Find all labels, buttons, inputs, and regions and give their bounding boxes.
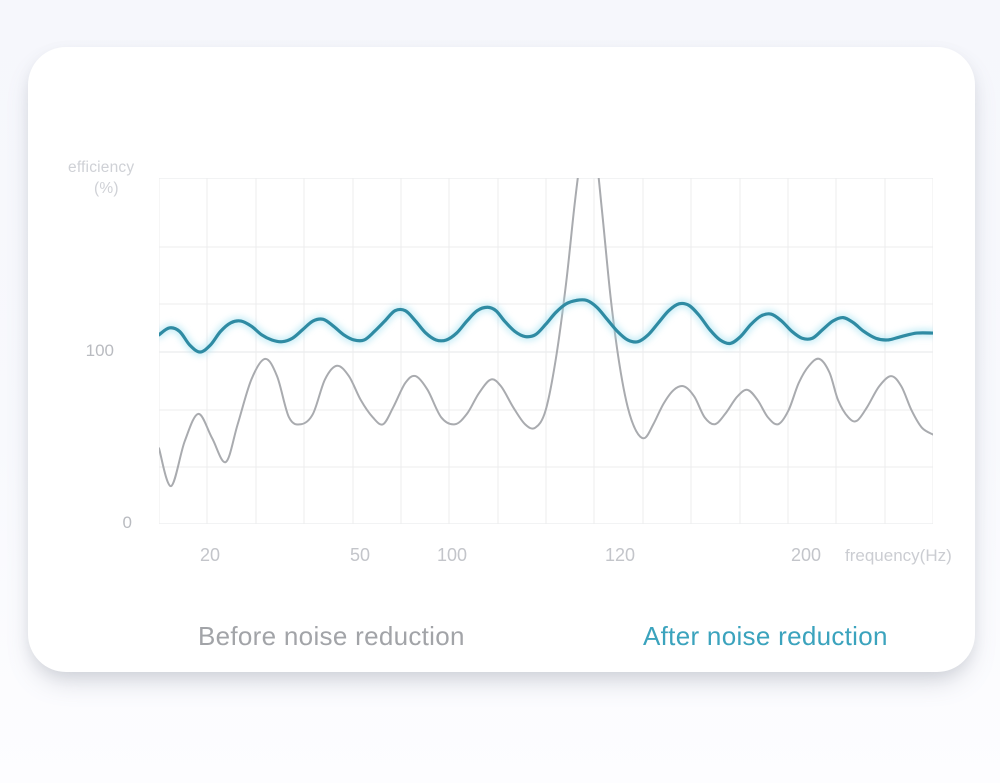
x-tick-label-120: 120 — [604, 545, 636, 565]
x-tick-label-50: 50 — [349, 545, 371, 565]
series-lines — [159, 178, 933, 488]
legend-before-noise-reduction: Before noise reduction — [198, 621, 465, 651]
y-axis-title-line1: efficiency — [68, 159, 135, 176]
legend-after-noise-reduction: After noise reduction — [643, 621, 888, 651]
y-tick-label-100: 100 — [85, 341, 114, 360]
chart-svg — [159, 178, 933, 524]
x-tick-label-200: 200 — [790, 545, 822, 565]
x-axis-title: frequency(Hz) — [845, 546, 952, 565]
y-axis-title-line2: (%) — [94, 180, 119, 197]
plot-area — [159, 178, 933, 524]
grid-lines — [159, 178, 933, 524]
x-tick-label-20: 20 — [199, 545, 221, 565]
y-tick-label-0: 0 — [122, 513, 132, 532]
x-tick-label-100: 100 — [436, 545, 468, 565]
chart-card: efficiency (%) 100 0 20 50 100 120 200 f… — [28, 47, 975, 672]
